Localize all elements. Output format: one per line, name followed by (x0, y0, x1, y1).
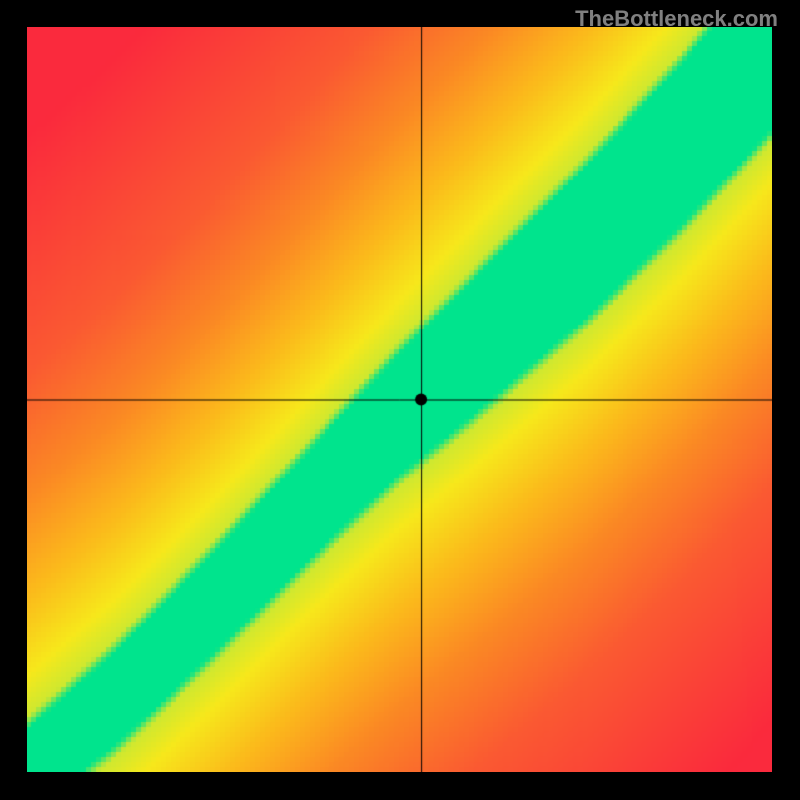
heatmap-canvas (27, 27, 772, 772)
heatmap-plot (27, 27, 772, 772)
watermark-text: TheBottleneck.com (575, 6, 778, 32)
